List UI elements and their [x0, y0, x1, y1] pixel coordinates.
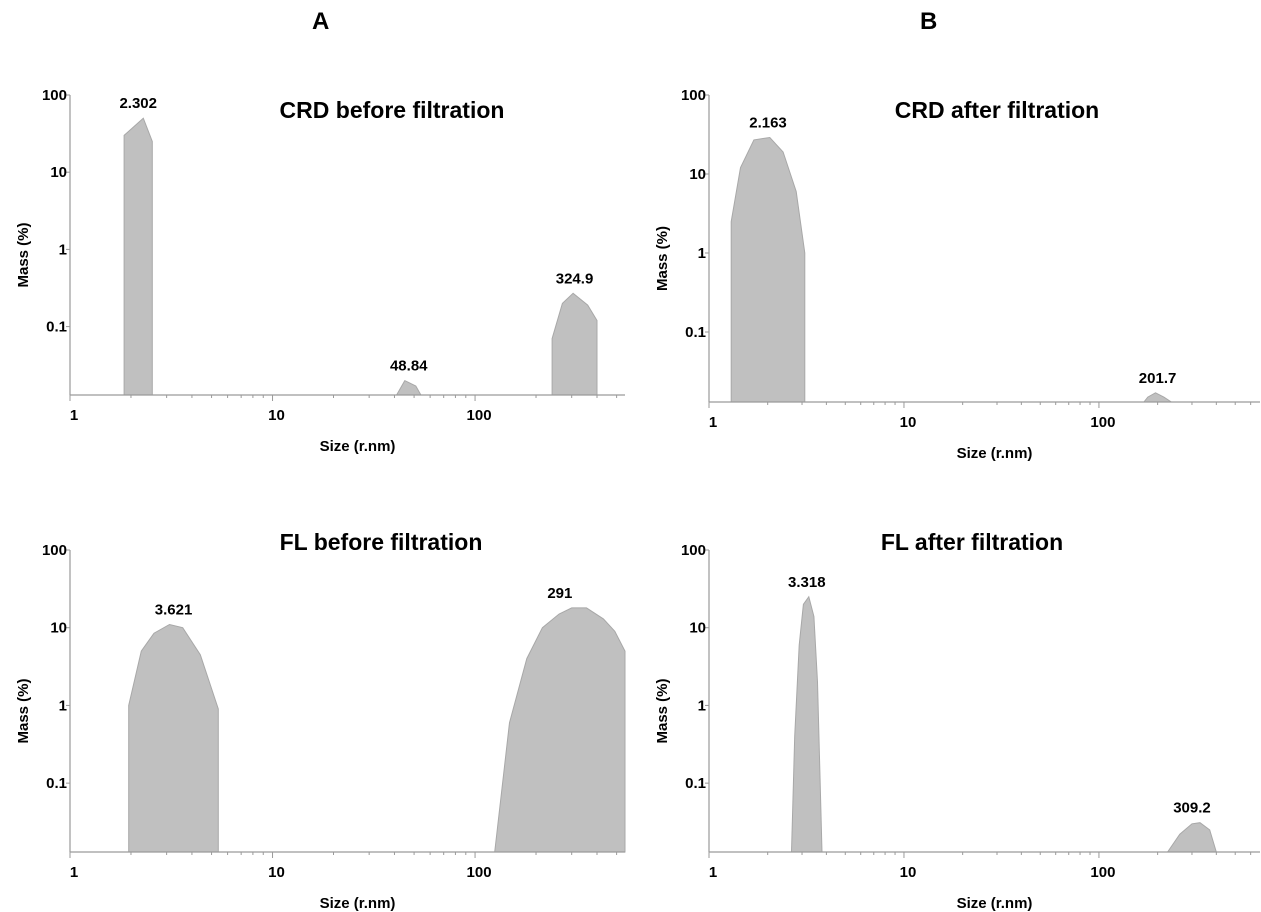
y-tick-label: 0.1	[685, 775, 706, 792]
x-tick-label: 10	[268, 864, 285, 881]
peak-area	[494, 607, 626, 853]
peak-label: 324.9	[556, 270, 594, 287]
column-label-a: A	[312, 8, 330, 35]
panel-title: FL after filtration	[881, 529, 1063, 555]
x-axis-title: Size (r.nm)	[957, 445, 1033, 462]
x-tick-label: 100	[1090, 864, 1115, 881]
x-axis-title: Size (r.nm)	[320, 895, 396, 912]
x-tick-label: 10	[900, 414, 917, 431]
x-tick-label: 10	[268, 407, 285, 424]
y-tick-label: 1	[59, 241, 67, 258]
y-tick-label: 10	[50, 164, 67, 181]
x-tick-label: 1	[709, 864, 717, 881]
chart-panel-a-top: 1 10 100 100 10 1 0.1 Size (r.nm) Mass (%) CRD be…	[15, 87, 625, 455]
x-axis-title: Size (r.nm)	[320, 438, 396, 455]
y-tick-label: 1	[698, 245, 706, 262]
column-label-b: B	[920, 8, 938, 35]
y-tick-label: 100	[42, 87, 67, 104]
y-tick-label: 0.1	[46, 319, 67, 336]
x-tick-label: 100	[467, 407, 492, 424]
y-tick-label: 1	[698, 697, 706, 714]
y-tick-label: 10	[689, 620, 706, 637]
y-tick-label: 100	[42, 542, 67, 559]
y-tick-label: 10	[689, 166, 706, 183]
x-tick-label: 1	[709, 414, 717, 431]
peak-area	[730, 136, 806, 403]
x-tick-label: 1	[70, 864, 78, 881]
y-axis-title: Mass (%)	[15, 678, 32, 743]
peak-label: 48.84	[390, 358, 428, 375]
panel-title: CRD after filtration	[895, 97, 1099, 123]
x-axis-title: Size (r.nm)	[957, 895, 1033, 912]
y-tick-label: 10	[50, 620, 67, 637]
peak-area	[1166, 822, 1217, 853]
y-tick-label: 100	[681, 542, 706, 559]
peak-label: 291	[547, 585, 572, 602]
peak-area	[790, 595, 823, 853]
y-axis-title: Mass (%)	[654, 678, 671, 743]
peak-area	[123, 117, 153, 396]
y-tick-label: 1	[59, 697, 67, 714]
x-tick-label: 100	[467, 864, 492, 881]
peak-area	[1142, 392, 1173, 403]
panel-title: CRD before filtration	[280, 97, 505, 123]
x-tick-label: 10	[900, 864, 917, 881]
chart-panel-b-bottom: 1 10 100 100 10 1 0.1 Size (r.nm) Mass (%) FL aft…	[654, 529, 1260, 912]
peak-label: 3.318	[788, 574, 826, 591]
peak-area	[128, 623, 219, 853]
peak-label: 201.7	[1139, 370, 1177, 387]
y-axis-title: Mass (%)	[15, 222, 32, 287]
y-tick-label: 100	[681, 87, 706, 104]
panel-title: FL before filtration	[280, 529, 483, 555]
x-tick-label: 1	[70, 407, 78, 424]
peak-label: 309.2	[1173, 800, 1211, 817]
y-axis-title: Mass (%)	[654, 226, 671, 291]
y-tick-label: 0.1	[46, 775, 67, 792]
chart-panel-a-bottom: 1 10 100 100 10 1 0.1 Size (r.nm) Mass (%) FL bef…	[15, 529, 626, 912]
peak-label: 3.621	[155, 601, 193, 618]
peak-label: 2.302	[119, 95, 157, 112]
chart-panel-b-top: 1 10 100 100 10 1 0.1 Size (r.nm) Mass (%) CRD af…	[654, 87, 1260, 462]
peak-area	[551, 292, 598, 396]
y-tick-label: 0.1	[685, 324, 706, 341]
peak-label: 2.163	[749, 114, 787, 131]
x-tick-label: 100	[1090, 414, 1115, 431]
peak-area	[395, 379, 422, 396]
